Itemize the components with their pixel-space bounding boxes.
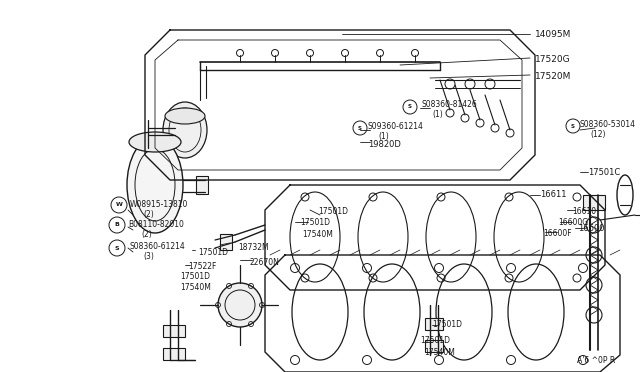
Ellipse shape [163, 102, 207, 158]
Text: 17520M: 17520M [535, 72, 572, 81]
Text: 16600G: 16600G [558, 218, 588, 227]
Text: 17540M: 17540M [180, 283, 211, 292]
Bar [196, 176, 208, 194]
Text: 19820D: 19820D [368, 140, 401, 149]
Bar [425, 318, 443, 330]
Bar [425, 340, 443, 352]
Ellipse shape [127, 137, 183, 233]
Text: 14095M: 14095M [535, 30, 572, 39]
Text: 22670N: 22670N [250, 258, 280, 267]
Ellipse shape [165, 108, 205, 124]
Text: (2): (2) [143, 210, 154, 219]
Text: 17501C: 17501C [588, 168, 620, 177]
Text: 17501D: 17501D [300, 218, 330, 227]
Text: 17520G: 17520G [535, 55, 571, 64]
Text: (2): (2) [141, 230, 152, 239]
Text: 16600F: 16600F [543, 229, 572, 238]
Text: 17522F: 17522F [188, 262, 216, 271]
Text: S08360-53014: S08360-53014 [580, 120, 636, 129]
Text: S: S [571, 124, 575, 128]
Text: W: W [116, 202, 122, 208]
Text: 17501D: 17501D [198, 248, 228, 257]
Text: (1): (1) [432, 110, 443, 119]
Text: 17501D: 17501D [318, 207, 348, 216]
Text: W08915-13810: W08915-13810 [130, 200, 188, 209]
Ellipse shape [129, 132, 181, 152]
Text: 16611: 16611 [540, 190, 566, 199]
Bar [583, 195, 605, 210]
Text: 17501D: 17501D [432, 320, 462, 329]
Text: 18732M: 18732M [238, 243, 269, 252]
Text: S09360-61214: S09360-61214 [367, 122, 423, 131]
Circle shape [218, 283, 262, 327]
Text: (12): (12) [590, 130, 605, 139]
Text: A'6 ^0P R: A'6 ^0P R [577, 356, 615, 365]
Bar [163, 325, 185, 337]
Text: S08360-81426: S08360-81426 [422, 100, 477, 109]
Text: 17501D: 17501D [420, 336, 450, 345]
Text: 17540M: 17540M [302, 230, 333, 239]
Text: B: B [115, 222, 120, 228]
Text: (3): (3) [143, 252, 154, 261]
Text: (1): (1) [378, 132, 388, 141]
Text: S: S [358, 125, 362, 131]
Text: B08110-82010: B08110-82010 [128, 220, 184, 229]
Text: S: S [115, 246, 119, 250]
Text: S: S [408, 105, 412, 109]
Text: 17501D: 17501D [180, 272, 210, 281]
Text: 16610: 16610 [572, 207, 596, 216]
Text: S08360-61214: S08360-61214 [130, 242, 186, 251]
Bar [163, 348, 185, 360]
Text: 17540M: 17540M [424, 348, 455, 357]
Text: 16600: 16600 [578, 224, 605, 233]
Bar [220, 234, 232, 250]
